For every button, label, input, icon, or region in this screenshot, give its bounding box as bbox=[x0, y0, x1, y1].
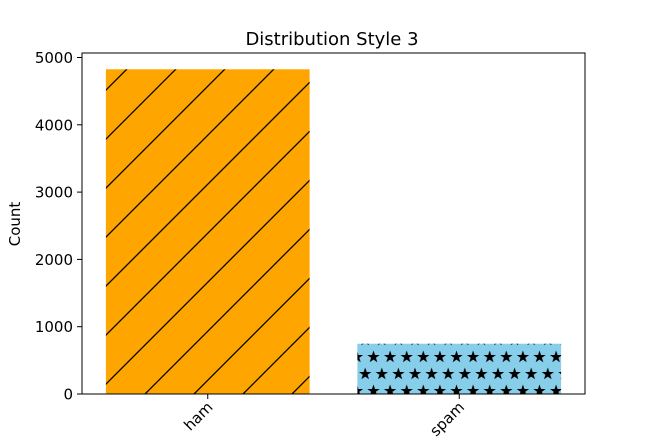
y-axis-label: Count bbox=[6, 202, 24, 247]
y-axis: 0 1000 2000 3000 4000 5000 bbox=[35, 49, 82, 404]
y-tick-label-0: 0 bbox=[63, 386, 73, 404]
x-axis: ham spam bbox=[180, 394, 468, 440]
x-tick-label-spam: spam bbox=[426, 398, 468, 440]
y-tick-label-5000: 5000 bbox=[35, 49, 73, 67]
plot-frame bbox=[81, 52, 586, 395]
y-tick-label-2000: 2000 bbox=[35, 251, 73, 269]
x-tick-label-ham: ham bbox=[180, 398, 216, 434]
chart-title: Distribution Style 3 bbox=[245, 29, 418, 50]
bar-ham bbox=[105, 69, 310, 394]
y-tick-label-3000: 3000 bbox=[35, 184, 73, 202]
bars-group bbox=[105, 69, 562, 394]
bar-spam bbox=[357, 343, 562, 394]
y-tick-label-4000: 4000 bbox=[35, 116, 73, 134]
y-tick-label-1000: 1000 bbox=[35, 318, 73, 336]
